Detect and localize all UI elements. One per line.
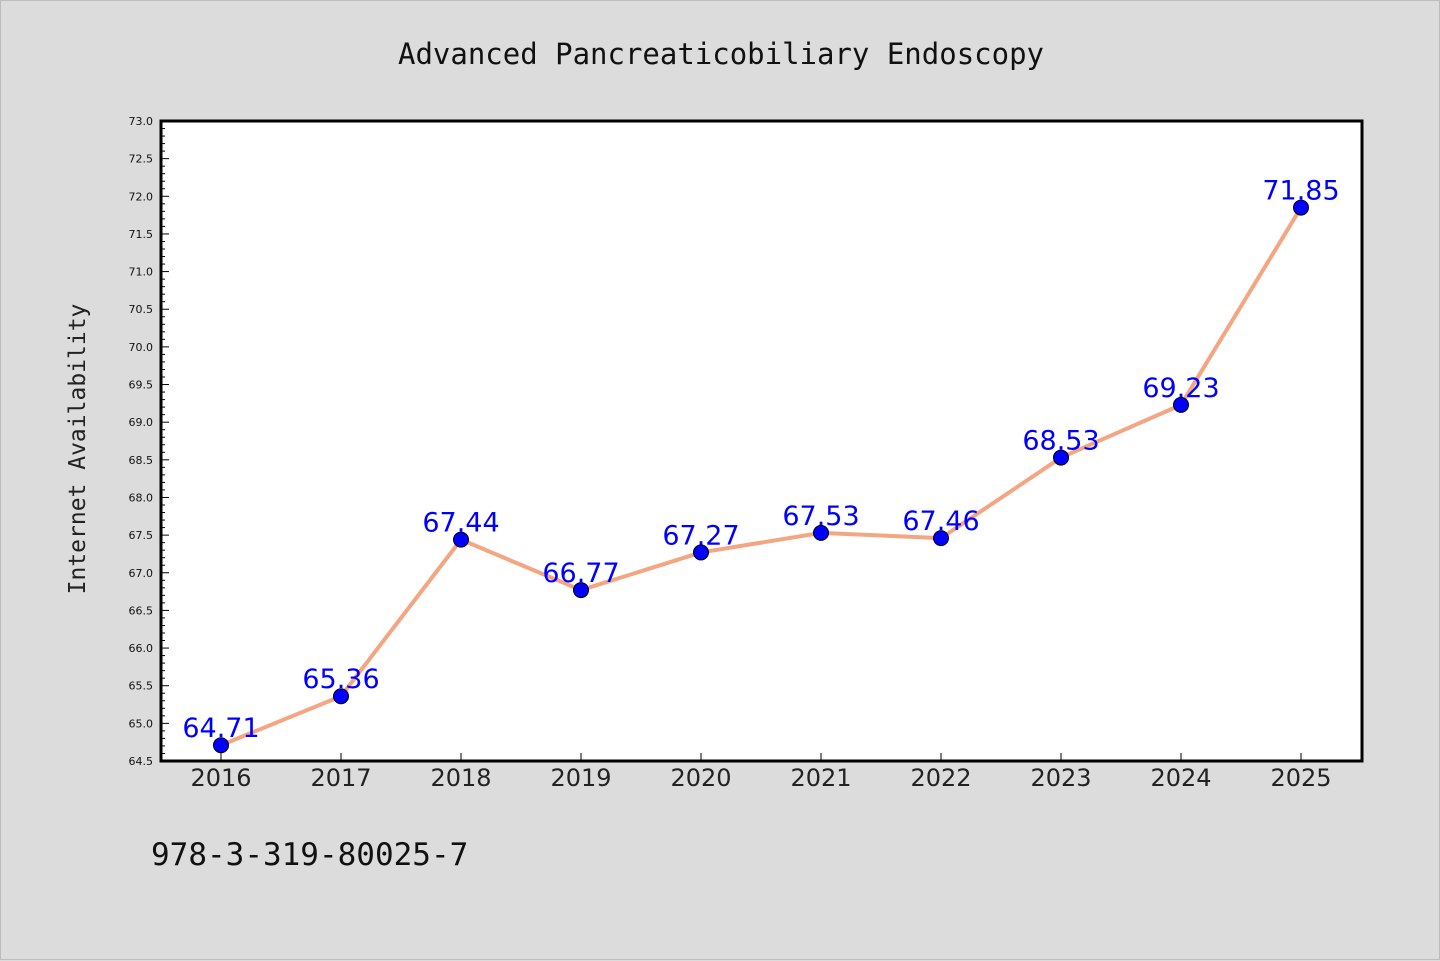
y-tick-label: 72.0 [129,190,154,203]
data-point [573,582,589,599]
y-tick-label: 67.0 [129,567,154,580]
y-tick-label: 69.5 [129,379,154,392]
y-tick-label: 67.5 [129,529,154,542]
data-label: 68.53 [1022,426,1099,457]
y-tick-label: 65.5 [129,680,154,693]
y-tick-label: 70.0 [129,341,154,354]
y-tick-label: 72.5 [129,153,154,166]
data-point [813,524,829,541]
chart-title: Advanced Pancreaticobiliary Endoscopy [398,37,1044,71]
data-label: 66.77 [542,558,619,589]
x-tick-label: 2016 [190,764,251,792]
data-point [213,737,229,754]
y-tick-label: 73.0 [129,115,154,128]
data-label: 67.46 [902,506,979,537]
x-tick-label: 2019 [550,764,611,792]
data-point [453,531,469,548]
x-tick-label: 2025 [1270,764,1331,792]
y-tick-label: 68.0 [129,491,154,504]
data-point [933,530,949,547]
series-line [219,205,1303,748]
y-tick-label: 65.0 [129,717,154,730]
x-tick-label: 2023 [1030,764,1091,792]
data-label: 67.27 [662,520,739,551]
data-label: 64.71 [182,713,259,744]
x-tick-label: 2024 [1150,764,1211,792]
data-label: 65.36 [302,664,379,695]
data-label: 67.44 [422,508,499,539]
data-label: 71.85 [1262,176,1339,207]
x-tick-label: 2022 [910,764,971,792]
y-tick-label: 69.0 [129,416,154,429]
data-label: 69.23 [1142,373,1219,404]
y-tick-label: 66.5 [129,604,154,617]
y-tick-label: 71.5 [129,228,154,241]
data-point [1053,449,1069,466]
data-labels: 64.71 65.36 67.44 66.77 67.27 67.53 67.46 68.53… [182,176,1339,745]
y-axis-ticks: 64.5 65.0 65.5 66.0 66.5 67.0 67.5 68.0 68.5 69.0… [129,115,169,768]
y-tick-label: 66.0 [129,642,154,655]
isbn-footer: 978-3-319-80025-7 [151,837,468,873]
series [213,199,1309,754]
data-label: 67.53 [782,501,859,532]
y-axis-label: Internet Availability [65,304,91,595]
x-tick-label: 2021 [790,764,851,792]
data-point [333,688,349,705]
x-tick-label: 2018 [430,764,491,792]
y-tick-label: 64.5 [129,755,154,768]
data-point [1293,199,1309,216]
y-tick-label: 70.5 [129,303,154,316]
y-tick-label: 71.0 [129,266,154,279]
y-tick-label: 68.5 [129,454,154,467]
x-tick-label: 2017 [310,764,371,792]
x-axis-ticks: 2016 2017 2018 2019 2020 2021 2022 2023 2024 2025 [190,753,1332,792]
x-tick-label: 2020 [670,764,731,792]
data-point [693,544,709,561]
plot-area [159,119,1364,763]
data-point [1173,396,1189,413]
